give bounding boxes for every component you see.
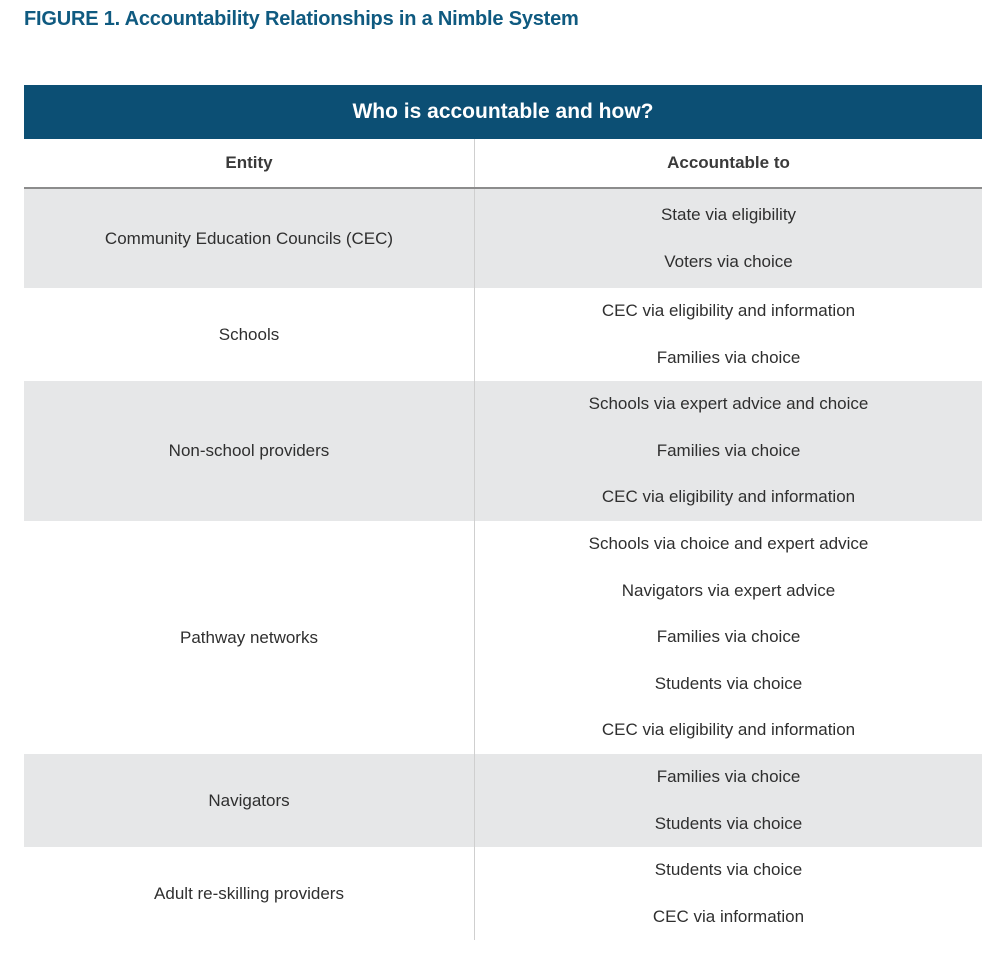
accountable-cell: Schools via choice and expert advice Nav… xyxy=(474,521,982,754)
accountable-item: Voters via choice xyxy=(664,251,793,271)
table-row: Schools CEC via eligibility and informat… xyxy=(24,288,982,381)
accountable-cell: Families via choice Students via choice xyxy=(474,754,982,847)
entity-cell: Pathway networks xyxy=(180,627,318,647)
accountable-cell: CEC via eligibility and information Fami… xyxy=(474,288,982,381)
header-entity: Entity xyxy=(225,153,273,172)
entity-cell: Schools xyxy=(218,324,280,344)
accountable-cell: Students via choice CEC via information xyxy=(474,847,982,940)
accountable-cell: State via eligibility Voters via choice xyxy=(474,189,982,288)
accountable-item: State via eligibility xyxy=(660,205,797,224)
accountable-item: CEC via information xyxy=(652,906,805,926)
table-row: Navigators Families via choice Students … xyxy=(24,754,982,847)
accountable-item: CEC via eligibility and information xyxy=(601,301,856,320)
table-row: Community Education Councils (CEC) State… xyxy=(24,189,982,288)
accountable-item: Students via choice xyxy=(654,813,803,833)
header-accountable-to: Accountable to xyxy=(474,139,982,187)
accountable-cell: Schools via expert advice and choice Fam… xyxy=(474,381,982,521)
entity-cell: Community Education Councils (CEC) xyxy=(104,228,394,248)
accountable-item: CEC via eligibility and information xyxy=(601,720,856,740)
accountable-item: Navigators via expert advice xyxy=(621,580,836,600)
entity-cell: Adult re-skilling providers xyxy=(154,883,344,903)
figure-title: FIGURE 1. Accountability Relationships i… xyxy=(24,8,579,30)
accountability-table: Who is accountable and how? Entity Accou… xyxy=(24,85,982,940)
accountable-item: Students via choice xyxy=(654,860,803,879)
table-row: Adult re-skilling providers Students via… xyxy=(24,847,982,940)
accountable-item: Families via choice xyxy=(656,347,801,367)
entity-cell: Navigators xyxy=(208,790,290,810)
entity-cell: Non-school providers xyxy=(168,441,330,460)
accountable-item: Schools via expert advice and choice xyxy=(588,394,869,414)
table-row: Pathway networks Schools via choice and … xyxy=(24,521,982,754)
accountable-item: Students via choice xyxy=(654,673,803,693)
accountable-item: Families via choice xyxy=(656,627,801,647)
table-row: Non-school providers Schools via expert … xyxy=(24,381,982,521)
accountable-item: Schools via choice and expert advice xyxy=(588,534,869,554)
table-header-row: Entity Accountable to xyxy=(24,139,982,189)
accountable-item: Families via choice xyxy=(656,440,801,460)
table-banner: Who is accountable and how? xyxy=(24,85,982,139)
accountable-item: Families via choice xyxy=(656,767,801,786)
accountable-item: CEC via eligibility and information xyxy=(601,487,856,507)
